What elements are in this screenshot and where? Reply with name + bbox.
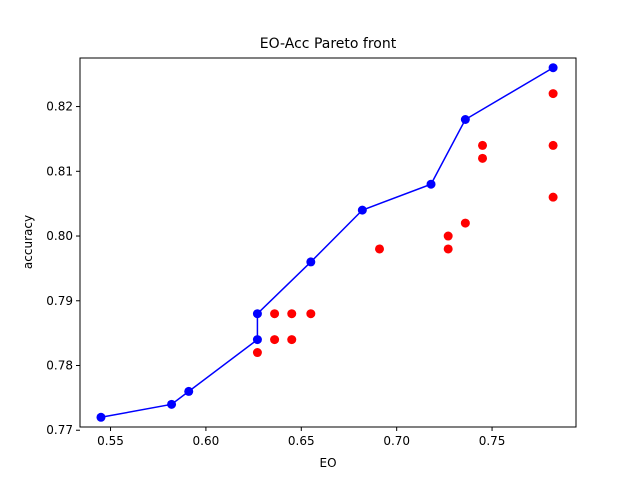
- pareto-point: [426, 179, 436, 189]
- scatter-point: [443, 231, 453, 241]
- pareto-point: [96, 412, 106, 422]
- scatter-point: [287, 335, 297, 345]
- scatter-point: [443, 244, 453, 254]
- pareto-point: [357, 205, 367, 215]
- scatter-point: [548, 89, 558, 99]
- scatter-point: [252, 348, 262, 358]
- pareto-point: [167, 399, 177, 409]
- scatter-point: [375, 244, 385, 254]
- y-tick-label: 0.82: [46, 100, 73, 114]
- plot-frame: [79, 57, 577, 428]
- scatter-point: [270, 309, 280, 319]
- y-tick-label: 0.80: [46, 229, 73, 243]
- x-tick-label: 0.75: [479, 434, 506, 448]
- x-tick-label: 0.70: [383, 434, 410, 448]
- x-tick-label: 0.60: [193, 434, 220, 448]
- scatter-point: [270, 335, 280, 345]
- scatter-point: [287, 309, 297, 319]
- scatter-point: [548, 192, 558, 202]
- pareto-point: [252, 309, 262, 319]
- scatter-point: [548, 140, 558, 150]
- y-tick-label: 0.81: [46, 164, 73, 178]
- pareto-point: [184, 386, 194, 396]
- pareto-point: [306, 257, 316, 267]
- pareto-point: [252, 335, 262, 345]
- y-axis-label: accuracy: [21, 215, 35, 269]
- x-tick-label: 0.65: [288, 434, 315, 448]
- plot-area: [96, 63, 558, 422]
- scatter-point: [478, 153, 488, 163]
- y-axis: 0.77 0.78 0.79 0.80 0.81 0.82: [46, 100, 80, 437]
- y-tick-label: 0.78: [46, 359, 73, 373]
- x-axis-label: EO: [319, 456, 336, 470]
- pareto-point: [460, 115, 470, 124]
- y-tick-label: 0.79: [46, 294, 73, 308]
- scatter-point: [306, 309, 316, 319]
- chart-title: EO-Acc Pareto front: [260, 36, 397, 52]
- x-tick-label: 0.55: [97, 434, 124, 448]
- pareto-front-line: [100, 67, 554, 419]
- scatter-point: [478, 140, 488, 150]
- y-tick-label: 0.77: [46, 423, 73, 437]
- scatter-point: [460, 218, 470, 228]
- x-axis: 0.55 0.60 0.65 0.70 0.75: [97, 427, 505, 448]
- pareto-point: [548, 63, 558, 73]
